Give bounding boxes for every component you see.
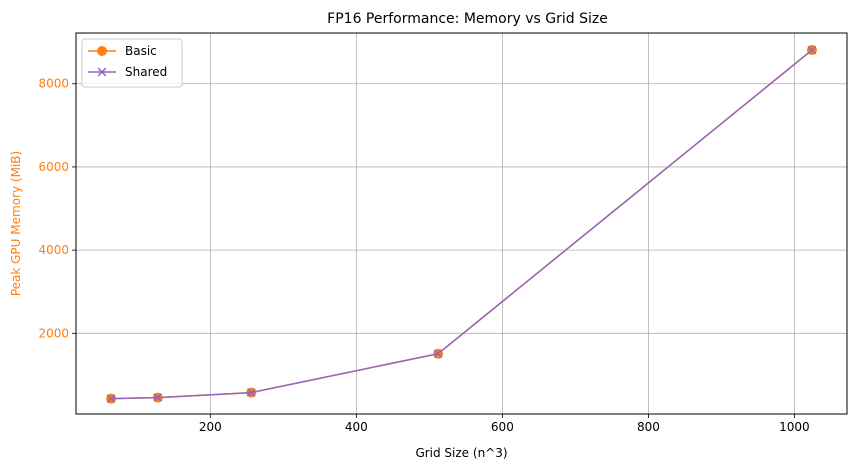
y-axis-label: Peak GPU Memory (MiB) [9,151,23,296]
legend: Basic Shared [81,38,183,88]
series-layer [106,45,817,404]
x-marker-stroke [433,349,443,359]
x-marker-stroke [807,45,817,55]
x-tick-label: 1000 [779,420,810,434]
y-axis: 2000 4000 6000 8000 [38,77,76,340]
legend-label: Basic [125,44,157,58]
x-marker-stroke [246,388,256,397]
y-tick-label: 6000 [38,160,69,174]
x-marker-stroke [97,67,107,77]
series-line [111,49,813,400]
x-tick-label: 600 [491,420,514,434]
data-point [153,393,163,402]
data-point [433,349,443,359]
x-marker-stroke [106,394,116,403]
chart-title: FP16 Performance: Memory vs Grid Size [327,11,608,27]
legend-entry: Basic [88,44,157,58]
legend-marker [97,67,107,77]
y-tick-label: 2000 [38,326,69,340]
plot-frame [75,32,848,415]
y-tick-label: 4000 [38,243,69,257]
x-axis: 200 400 600 800 1000 [199,414,810,434]
x-tick-label: 200 [199,420,222,434]
y-tick-label: 8000 [38,77,69,91]
legend-label: Shared [125,65,167,79]
series-line [111,49,813,400]
grid [76,33,847,414]
data-point [246,388,256,397]
x-axis-label: Grid Size (n^3) [415,446,507,460]
data-point [106,394,116,403]
data-point [807,45,817,55]
series-basic [106,45,817,404]
x-tick-label: 400 [345,420,368,434]
x-marker-stroke [153,393,163,402]
legend-marker [97,46,107,56]
x-tick-label: 800 [637,420,660,434]
legend-entry: Shared [88,65,167,79]
series-shared [106,45,817,403]
